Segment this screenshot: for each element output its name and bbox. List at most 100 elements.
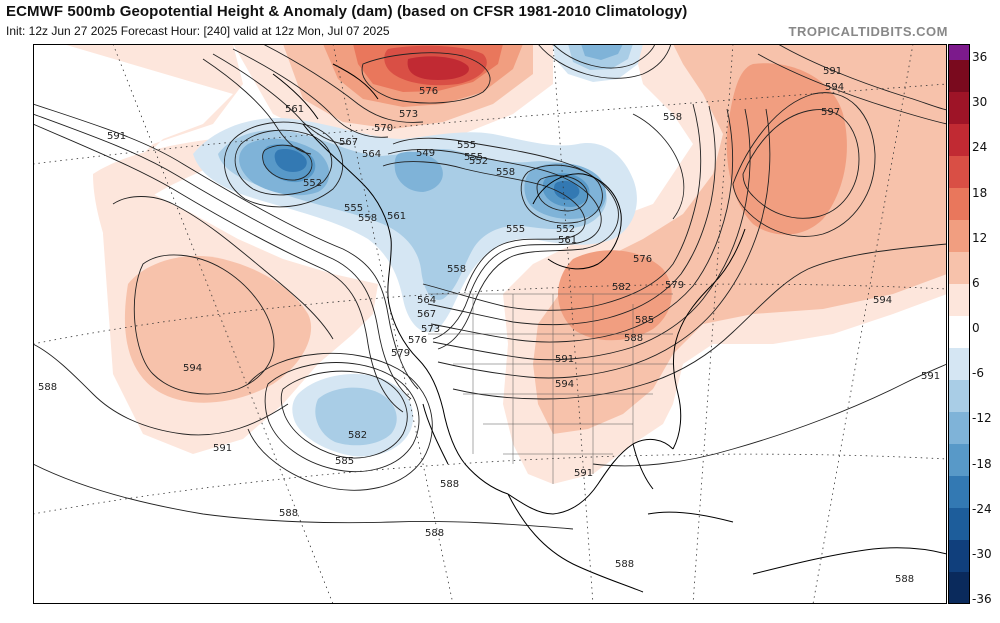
colorbar-bin xyxy=(948,284,970,301)
contour-line xyxy=(427,105,716,326)
contour-label: 594 xyxy=(555,379,574,390)
contour-line xyxy=(33,463,574,530)
contour-label: 558 xyxy=(663,112,682,123)
border-line xyxy=(472,294,634,484)
colorbar-bin xyxy=(948,268,970,285)
contour-line xyxy=(537,44,672,79)
colorbar-label: 12 xyxy=(972,230,988,245)
contour-label: 552 xyxy=(556,224,575,235)
contour-label: 564 xyxy=(417,295,436,306)
contour-label: 576 xyxy=(419,86,438,97)
anomaly-colorbar xyxy=(948,44,970,604)
colorbar-bin xyxy=(948,556,970,573)
colorbar-bin xyxy=(948,412,970,429)
contour-label: 555 xyxy=(506,224,525,235)
colorbar-bin xyxy=(948,508,970,525)
contour-line xyxy=(732,92,876,237)
contour-label: 591 xyxy=(213,443,232,454)
contour-label: 582 xyxy=(348,430,367,441)
contour-line xyxy=(552,44,656,69)
colorbar-label: 30 xyxy=(972,95,988,110)
contour-label: 588 xyxy=(895,574,914,585)
colorbar-bin xyxy=(948,140,970,157)
colorbar-bin xyxy=(948,188,970,205)
contour-label: 573 xyxy=(399,109,418,120)
site-watermark[interactable]: TROPICALTIDBITS.COM xyxy=(788,24,948,39)
contour-label: 564 xyxy=(362,149,381,160)
contour-label: 576 xyxy=(633,254,652,265)
grid-line xyxy=(33,453,947,515)
contour-line xyxy=(33,113,412,400)
contour-line xyxy=(202,58,312,155)
coastline-baja xyxy=(422,403,449,465)
contour-line xyxy=(232,48,389,138)
contour-line xyxy=(212,53,349,145)
colorbar-label: -6 xyxy=(972,366,984,381)
contour-line xyxy=(452,243,947,400)
height-contours xyxy=(33,44,947,530)
grid-line xyxy=(33,83,947,165)
contour-label: 597 xyxy=(821,107,840,118)
contour-label: 561 xyxy=(387,211,406,222)
contour-label: 594 xyxy=(873,295,892,306)
coastline-gulf xyxy=(507,438,674,515)
contour-line xyxy=(262,144,313,181)
contour-line xyxy=(742,109,860,219)
contour-line xyxy=(520,164,603,224)
colorbar-label: -30 xyxy=(972,546,992,561)
colorbar-bin xyxy=(948,204,970,221)
contour-label: 555 xyxy=(344,203,363,214)
colorbar-label: 6 xyxy=(972,275,980,290)
grid-line xyxy=(112,44,914,604)
contour-line xyxy=(382,161,586,292)
contour-label: 579 xyxy=(391,348,410,359)
colorbar-bin xyxy=(948,220,970,237)
contour-label: 552 xyxy=(469,156,488,167)
contour-label: 558 xyxy=(358,213,377,224)
contour-label: 591 xyxy=(107,131,126,142)
coastline-east xyxy=(672,228,746,450)
colorbar-bin xyxy=(948,380,970,397)
colorbar-bin xyxy=(948,540,970,557)
map-frame xyxy=(33,44,947,604)
coastline-central-america xyxy=(507,493,644,593)
contour-line xyxy=(757,53,947,125)
contour-label: 558 xyxy=(447,264,466,275)
contour-line xyxy=(33,103,419,390)
anomaly-neg-5-hudson xyxy=(554,180,580,200)
contour-line xyxy=(112,196,334,340)
contour-line xyxy=(280,370,408,459)
contour-line xyxy=(133,254,275,395)
contour-line xyxy=(234,129,333,196)
colorbar-bin xyxy=(948,76,970,93)
colorbar-label: 0 xyxy=(972,321,980,335)
colorbar-bin xyxy=(948,316,970,333)
colorbar-bin xyxy=(948,172,970,189)
colorbar-bin xyxy=(948,92,970,109)
anomaly-neg-2-pacific xyxy=(315,387,397,446)
colorbar-bin xyxy=(948,44,970,61)
map-subtitle: Init: 12z Jun 27 2025 Forecast Hour: [24… xyxy=(6,24,390,38)
colorbar-bin xyxy=(948,332,970,349)
contour-label: 588 xyxy=(615,559,634,570)
colorbar-label: -18 xyxy=(972,456,992,471)
contour-line xyxy=(777,44,947,111)
contour-line xyxy=(387,149,602,340)
contour-label: 588 xyxy=(425,528,444,539)
contour-label: 579 xyxy=(665,280,684,291)
contour-label: 585 xyxy=(335,456,354,467)
contour-label: 567 xyxy=(339,137,358,148)
colorbar-bin xyxy=(948,108,970,125)
state-borders xyxy=(428,293,673,484)
colorbar-label: 24 xyxy=(972,140,988,155)
anomaly-pos-1-west-b xyxy=(93,139,233,264)
colorbar-bin xyxy=(948,124,970,141)
contour-line xyxy=(632,113,685,220)
contour-line xyxy=(33,123,404,413)
contour-label: 573 xyxy=(421,324,440,335)
contour-label: 594 xyxy=(183,363,202,374)
anomaly-pos-6-north xyxy=(407,56,469,80)
colorbar-label: 18 xyxy=(972,185,988,200)
colorbar-bin xyxy=(948,476,970,493)
colorbar-bin xyxy=(948,348,970,365)
